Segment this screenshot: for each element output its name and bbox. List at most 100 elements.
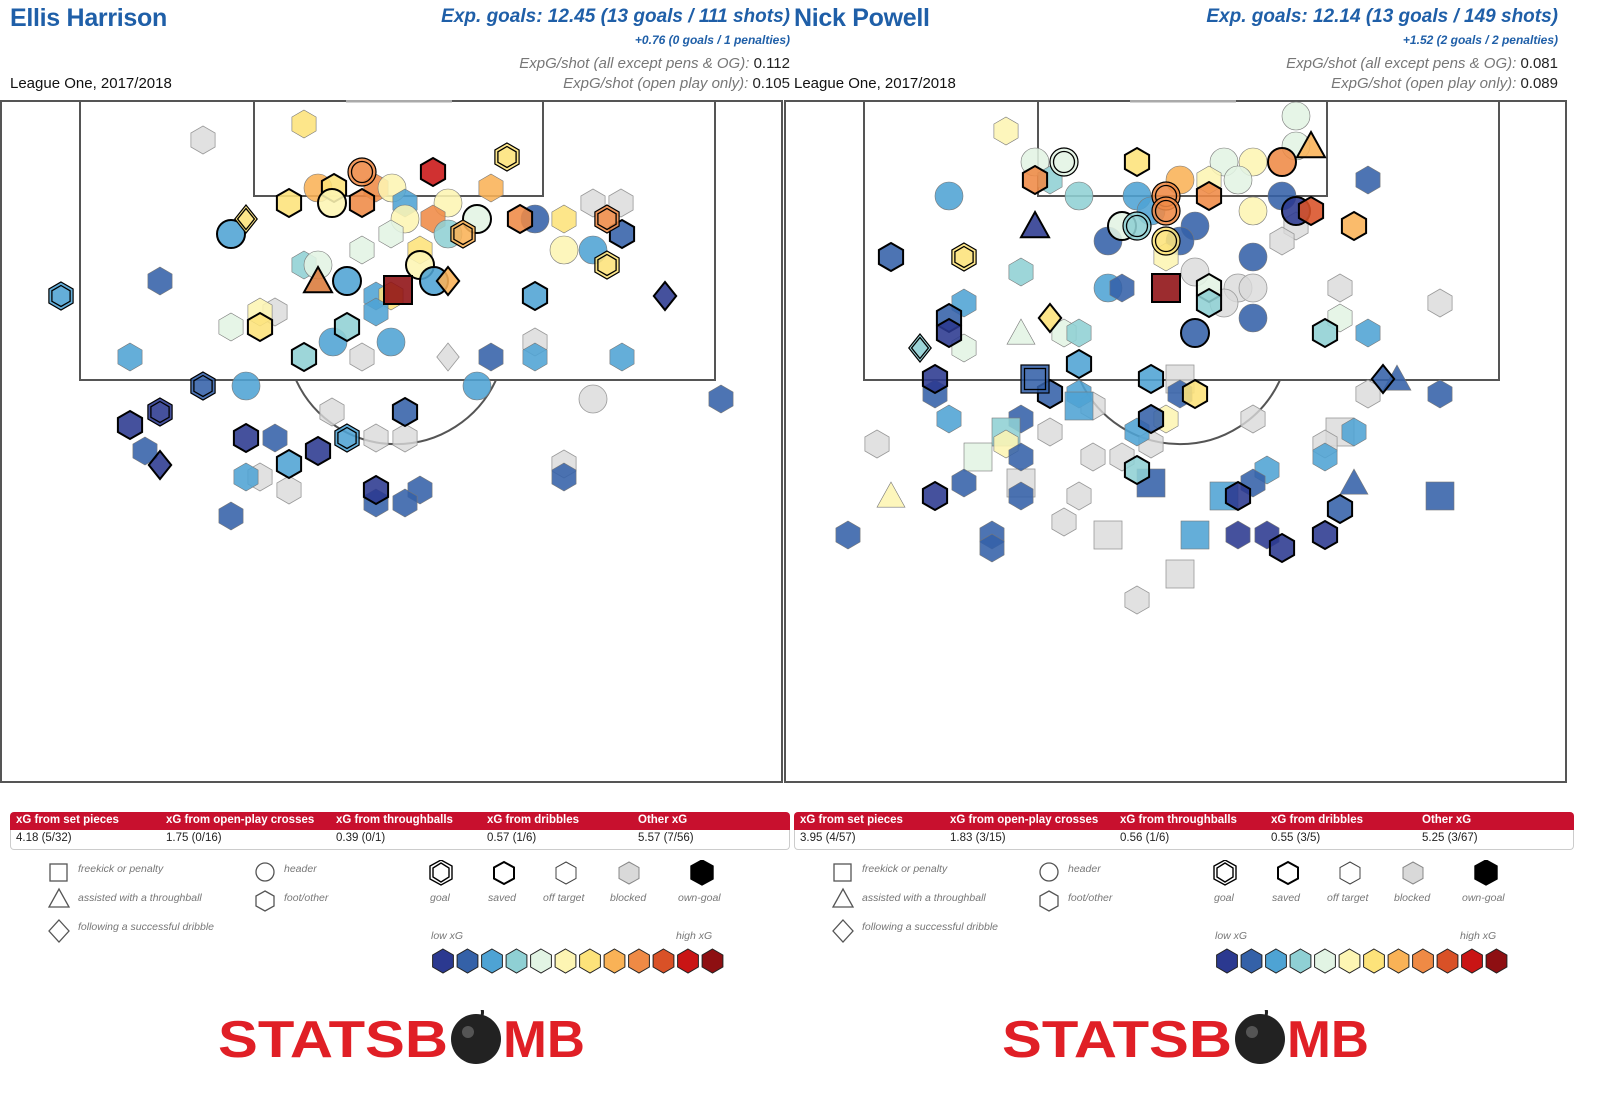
shot-marker — [1355, 165, 1381, 195]
shot-marker — [1223, 165, 1253, 195]
shot-marker — [231, 371, 261, 401]
xg-breakdown-values: 3.95 (4/57) 1.83 (3/15) 0.56 (1/6) 0.55 … — [794, 830, 1574, 850]
shot-marker — [450, 219, 476, 249]
stat-label: xG from throughballs — [336, 814, 453, 826]
shot-marker — [506, 203, 534, 235]
shot-marker — [1281, 101, 1311, 131]
shot-marker — [275, 448, 303, 480]
shot-marker — [963, 442, 993, 472]
stat-label: xG from dribbles — [487, 814, 580, 826]
ratio-value: 0.081 — [1520, 55, 1558, 72]
shot-marker — [1339, 468, 1369, 495]
shot-marker — [317, 188, 347, 218]
shot-marker — [1066, 318, 1092, 348]
shot-marker — [1224, 480, 1252, 512]
legend-throughball: assisted with a throughball — [862, 892, 986, 904]
off-target-hexagon-icon — [555, 861, 577, 885]
shot-marker — [1326, 493, 1354, 525]
shot-marker — [232, 422, 260, 454]
xg-scale-swatch — [1387, 948, 1410, 974]
shot-marker — [216, 219, 246, 249]
legend-symbols — [47, 860, 724, 974]
shot-marker — [594, 204, 620, 234]
legend-high-xg: high xG — [1460, 930, 1497, 942]
season-label: League One, 2017/2018 — [10, 75, 172, 92]
shot-marker — [1267, 147, 1297, 177]
diamond-icon — [832, 919, 854, 943]
shot-marker — [864, 429, 890, 459]
shot-marker — [1151, 226, 1181, 256]
shot-marker — [349, 342, 375, 372]
shot-marker — [708, 384, 734, 414]
circle-icon — [255, 862, 275, 882]
shot-marker — [951, 242, 977, 272]
shot-marker — [1180, 520, 1210, 550]
shot-marker — [1340, 210, 1368, 242]
stat-label: xG from set pieces — [16, 814, 119, 826]
legend-own-goal: own-goal — [678, 892, 721, 904]
legend-dribble: following a successful dribble — [862, 921, 998, 933]
shot-marker — [348, 187, 376, 219]
shot-marker — [1165, 559, 1195, 589]
xg-scale-swatch — [1338, 948, 1361, 974]
shot-marker — [652, 280, 678, 312]
shot-marker — [1065, 348, 1093, 380]
shot-marker — [1123, 454, 1151, 486]
shot-marker — [1049, 147, 1079, 177]
player-panel-left: Ellis Harrison Exp. goals: 12.45 (13 goa… — [0, 4, 790, 1069]
shot-marker — [1064, 181, 1094, 211]
xg-scale-swatch — [481, 948, 503, 974]
legend-freekick: freekick or penalty — [78, 863, 164, 875]
season-label: League One, 2017/2018 — [794, 75, 956, 92]
off-target-hexagon-icon — [1339, 861, 1361, 885]
shot-marker — [1037, 417, 1063, 447]
xg-breakdown-header: xG from set pieces xG from open-play cro… — [794, 812, 1574, 830]
stat-label: Other xG — [638, 814, 688, 826]
shot-marker — [436, 342, 460, 372]
xg-scale-swatch — [677, 948, 699, 974]
shot-marker — [262, 423, 288, 453]
circle-icon — [1039, 862, 1059, 882]
shot-marker — [462, 371, 492, 401]
shot-marker — [1019, 209, 1051, 239]
shot-marker — [333, 311, 361, 343]
xg-scale-swatch — [1289, 948, 1312, 974]
shot-marker — [1137, 403, 1165, 435]
shot-marker — [362, 474, 390, 506]
player-name: Ellis Harrison — [10, 4, 167, 32]
shot-marker — [117, 342, 143, 372]
triangle-icon — [831, 887, 855, 908]
shot-marker — [494, 142, 520, 172]
shot-marker — [435, 265, 461, 297]
legend-off-target: off target — [543, 892, 585, 904]
legend-high-xg: high xG — [676, 930, 713, 942]
xg-scale-swatch — [1485, 948, 1508, 974]
penalties-summary: +1.52 (2 goals / 2 penalties) — [1402, 33, 1558, 47]
shot-marker — [1297, 195, 1325, 227]
shot-marker — [877, 241, 905, 273]
shot-marker — [1123, 146, 1151, 178]
blocked-hexagon-icon — [618, 861, 640, 885]
shot-marker — [332, 266, 362, 296]
shot-marker — [234, 204, 258, 234]
own-goal-hexagon-icon — [690, 860, 714, 886]
legend-blocked: blocked — [610, 892, 647, 904]
shot-marker — [594, 250, 620, 280]
legend-foot: foot/other — [1068, 892, 1113, 904]
stat-value: 5.25 (3/67) — [1422, 832, 1478, 844]
shot-marker — [116, 409, 144, 441]
shot-marker — [1238, 242, 1268, 272]
shot-marker — [979, 533, 1005, 563]
stat-value: 0.39 (0/1) — [336, 832, 386, 844]
stat-label: xG from open-play crosses — [166, 814, 315, 826]
shot-marker — [1080, 442, 1106, 472]
logo-text-right: MB — [1287, 1011, 1369, 1069]
square-icon — [49, 863, 68, 882]
shot-marker — [1124, 585, 1150, 615]
xg-breakdown-values: 4.18 (5/32) 1.75 (0/16) 0.39 (0/1) 0.57 … — [10, 830, 790, 850]
shot-marker — [993, 116, 1019, 146]
shot-marker — [1238, 196, 1268, 226]
expected-goals-summary: Exp. goals: 12.45 (13 goals / 111 shots) — [441, 6, 790, 27]
shot-marker — [1238, 303, 1268, 333]
legend-header: header — [1068, 863, 1101, 875]
